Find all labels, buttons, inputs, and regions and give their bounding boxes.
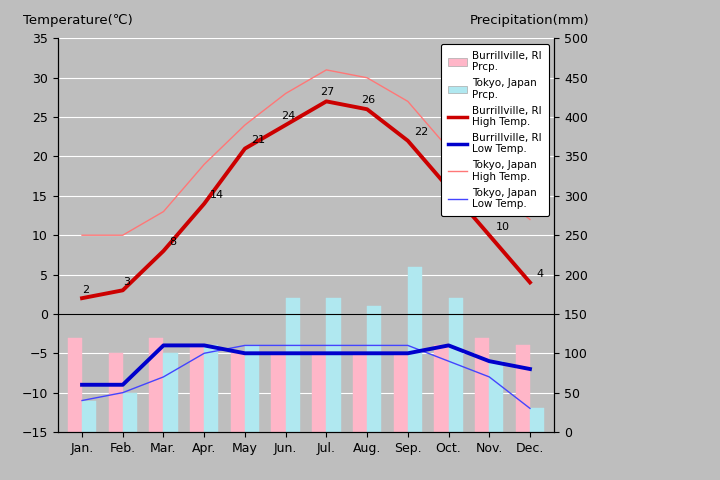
Text: Precipitation(mm): Precipitation(mm) <box>469 13 589 26</box>
Bar <box>312 353 326 432</box>
Text: 2: 2 <box>82 285 89 295</box>
Bar <box>490 361 503 432</box>
Bar <box>286 298 300 432</box>
Bar <box>230 353 245 432</box>
Text: 14: 14 <box>210 190 225 200</box>
Bar <box>122 393 137 432</box>
Text: 22: 22 <box>414 127 428 137</box>
Text: 10: 10 <box>495 222 509 232</box>
Text: 21: 21 <box>251 135 265 145</box>
Legend: Burrillville, RI
Prcp., Tokyo, Japan
Prcp., Burrillville, RI
High Temp., Burrill: Burrillville, RI Prcp., Tokyo, Japan Prc… <box>441 44 549 216</box>
Bar <box>530 408 544 432</box>
Text: 3: 3 <box>122 277 130 287</box>
Text: 24: 24 <box>282 111 296 121</box>
Text: Temperature(℃): Temperature(℃) <box>23 13 132 26</box>
Bar <box>271 353 286 432</box>
Bar <box>109 353 122 432</box>
Bar <box>163 353 178 432</box>
Bar <box>434 346 449 432</box>
Bar <box>367 306 382 432</box>
Bar <box>68 337 82 432</box>
Bar <box>82 400 96 432</box>
Text: 8: 8 <box>170 238 176 247</box>
Text: 26: 26 <box>361 95 375 105</box>
Bar <box>190 346 204 432</box>
Bar <box>475 337 490 432</box>
Bar <box>353 353 367 432</box>
Text: 4: 4 <box>536 269 543 279</box>
Text: 27: 27 <box>320 87 335 97</box>
Bar <box>408 267 422 432</box>
Bar <box>204 346 218 432</box>
Text: 16: 16 <box>454 174 469 184</box>
Bar <box>245 346 259 432</box>
Bar <box>516 346 530 432</box>
Bar <box>449 298 463 432</box>
Bar <box>394 353 408 432</box>
Bar <box>326 298 341 432</box>
Bar <box>149 337 163 432</box>
